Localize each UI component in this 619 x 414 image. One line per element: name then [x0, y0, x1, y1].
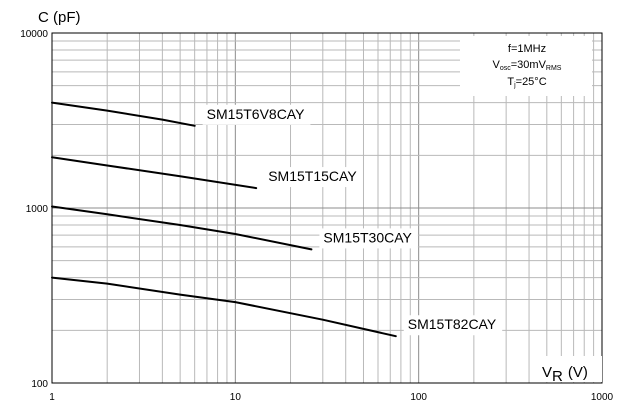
conditions-box	[460, 36, 592, 96]
x-tick-label: 10	[230, 392, 242, 403]
condition-vosc-b: osc	[500, 65, 511, 72]
x-tick-label: 100	[410, 392, 427, 403]
condition-vosc-c: =30mV	[511, 59, 547, 71]
condition-temp-b: j	[513, 82, 516, 89]
condition-vosc-a: V	[493, 59, 501, 71]
x-axis-title-bg	[532, 356, 602, 382]
series-label-2: SM15T15CAY	[268, 168, 357, 184]
series-line-2	[51, 156, 258, 190]
series-label-bg	[264, 167, 363, 188]
y-tick-label: 100	[31, 379, 48, 390]
x-tick-label: 1	[49, 392, 55, 403]
y-tick-label: 10000	[20, 29, 48, 40]
plot-frame	[51, 32, 603, 384]
y-tick-label: 1000	[26, 204, 49, 215]
series-line-1	[51, 101, 196, 127]
x-axis-title-unit: (V)	[568, 364, 588, 381]
y-axis-title: C (pF)	[38, 9, 81, 26]
series-label-bg	[202, 104, 311, 125]
condition-temp-a: T	[507, 76, 514, 88]
condition-vosc: Vosc=30mVRMS	[493, 59, 562, 72]
series-line-4	[51, 276, 397, 338]
series-group	[51, 101, 397, 338]
series-label-1: SM15T6V8CAY	[207, 106, 305, 122]
series-labels: SM15T6V8CAY SM15T15CAY SM15T30CAY SM15T82CA…	[202, 104, 503, 336]
tick-labels: 1 10 100 1000 100 1000 10000	[20, 29, 613, 403]
x-axis-title-main: V	[542, 364, 552, 381]
condition-temp-c: =25°C	[516, 76, 547, 88]
series-label-bg	[319, 228, 418, 249]
condition-vosc-d: RMS	[546, 65, 562, 72]
condition-frequency: f=1MHz	[508, 43, 546, 55]
x-tick-label: 1000	[591, 392, 614, 403]
series-label-bg	[403, 315, 503, 336]
series-label-4: SM15T82CAY	[408, 316, 497, 332]
x-axis-title: VR (V)	[542, 364, 588, 385]
series-line-3	[51, 205, 313, 251]
series-label-3: SM15T30CAY	[323, 229, 412, 245]
condition-temperature: Tj=25°C	[507, 76, 546, 89]
x-axis-title-subscript: R	[552, 368, 563, 385]
